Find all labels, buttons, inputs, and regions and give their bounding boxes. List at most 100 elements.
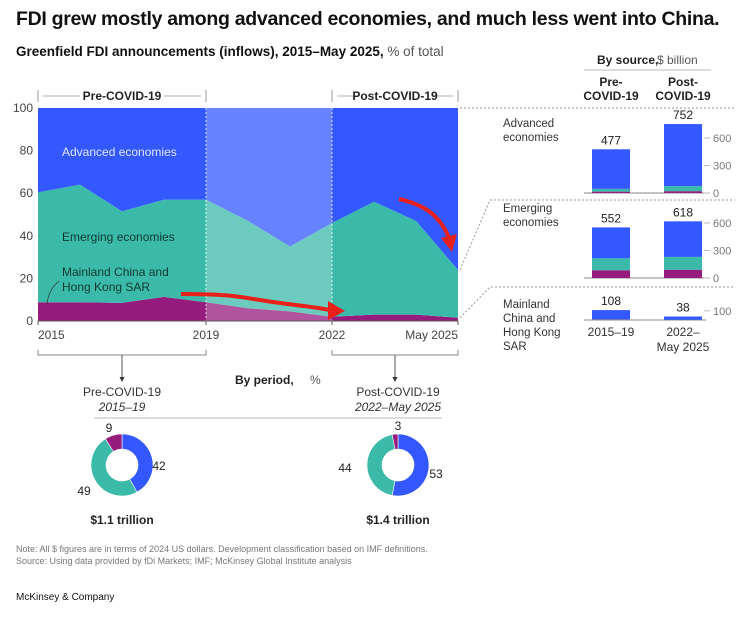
donut-slice-emerging [366, 434, 396, 496]
exhibit-title: FDI grew mostly among advanced economies… [16, 8, 720, 30]
x-tick-label: 2022 [319, 328, 346, 342]
period-label-pre: Pre-COVID-19 [83, 89, 162, 103]
area-emerging-economies [38, 184, 458, 318]
label-leader-line [46, 280, 60, 306]
bar-segment-emerging [664, 256, 702, 270]
donut-total: $1.4 trillion [366, 513, 429, 527]
bar-segment-emerging [592, 188, 630, 192]
bar-total-label: 38 [676, 301, 690, 315]
red-arrowhead [441, 234, 457, 252]
series-label-advanced: Advanced economies [62, 145, 177, 159]
bar-segment-china [664, 191, 702, 193]
x-tick-label: May 2025 [405, 328, 458, 342]
y-tick-label: 60 [20, 186, 34, 200]
donut-slice-china [104, 433, 123, 452]
donut-value-label: 9 [106, 421, 113, 435]
bar-x-label: 2022– [666, 325, 700, 339]
bar-segment-advanced [592, 227, 630, 259]
y-tick-label: 20 [20, 271, 34, 285]
bar-segment-emerging [664, 186, 702, 192]
bar-segment-china [592, 191, 630, 193]
period-label-post: Post-COVID-19 [352, 89, 438, 103]
donut-slice-emerging [90, 438, 138, 497]
donut-value-label: 49 [77, 484, 91, 498]
bar-segment-advanced [592, 149, 630, 189]
column-header: Pre- [599, 75, 622, 89]
bar-axis-label: 100 [713, 306, 731, 318]
bar-total-label: 618 [673, 205, 693, 219]
bar-segment-china [592, 270, 630, 278]
period-summary-bracket [331, 350, 459, 356]
covid-period-highlight [206, 108, 332, 321]
bar-segment-advanced [664, 124, 702, 187]
bar-axis-label: 300 [713, 161, 731, 173]
bar-row-label: Mainland [503, 299, 550, 311]
dotted-connector [459, 199, 735, 271]
bar-row-label: Hong Kong [503, 327, 561, 339]
column-header: Post- [668, 75, 698, 89]
by-source-title: By source, [597, 53, 658, 67]
by-period-title: By period, [235, 373, 294, 387]
donut-value-label: 3 [395, 419, 402, 433]
series-label-china: Mainland China and [62, 265, 169, 279]
subtitle-text: Greenfield FDI announcements (inflows), … [16, 44, 384, 59]
summary-arrowhead [392, 377, 398, 382]
bar-axis-label: 300 [713, 246, 731, 258]
bar-segment-advanced [592, 310, 630, 320]
x-tick-label: 2019 [193, 328, 220, 342]
bar-total-label: 552 [601, 211, 621, 225]
bar-axis-label: 600 [713, 133, 731, 145]
bar-x-label: 2015–19 [588, 325, 635, 339]
x-tick-label: 2015 [38, 328, 65, 342]
donut-value-label: 42 [152, 459, 166, 473]
donut-slice-advanced [391, 433, 430, 497]
bar-row-label: economies [503, 217, 559, 229]
bar-total-label: 108 [601, 294, 621, 308]
donut-value-label: 44 [338, 461, 352, 475]
bar-segment-advanced [664, 316, 702, 320]
red-arrowhead [328, 301, 345, 320]
by-period-unit: % [310, 373, 321, 387]
summary-arrowhead [119, 377, 125, 382]
chart-subtitle: Greenfield FDI announcements (inflows), … [16, 44, 444, 59]
bar-segment-emerging [592, 258, 630, 271]
area-advanced-economies [38, 108, 458, 270]
bar-row-label: Advanced [503, 118, 554, 130]
bar-segment-china [664, 269, 702, 278]
donut-period-range: 2015–19 [98, 400, 146, 414]
period-label-bg [353, 88, 437, 102]
y-tick-label: 100 [13, 101, 33, 115]
bar-total-label: 752 [673, 108, 693, 122]
source-text: Source: Using data provided by fDi Marke… [16, 556, 352, 566]
donut-period-name: Pre-COVID-19 [83, 385, 161, 399]
subtitle-unit: % of total [387, 44, 444, 59]
bar-row-label: Emerging [503, 203, 552, 215]
donut-total: $1.1 trillion [90, 513, 153, 527]
series-label-china: Hong Kong SAR [62, 280, 150, 294]
by-source-unit: $ billion [657, 53, 698, 67]
donut-period-name: Post-COVID-19 [356, 385, 440, 399]
series-label-emerging: Emerging economies [62, 230, 175, 244]
donut-value-label: 53 [429, 467, 443, 481]
bar-segment-advanced [664, 221, 702, 257]
red-annotation-arrow [398, 197, 452, 241]
red-annotation-arrow [180, 292, 331, 312]
y-tick-label: 40 [20, 229, 34, 243]
y-tick-label: 0 [26, 314, 33, 328]
area-mainland-china-and-hong-kong-sar [38, 296, 458, 321]
period-label-bg [80, 88, 164, 102]
bar-x-label: May 2025 [657, 340, 710, 354]
period-summary-bracket [37, 350, 207, 356]
donut-slice-advanced [121, 433, 154, 493]
bar-axis-label: 0 [713, 188, 719, 200]
bar-row-label: SAR [503, 341, 527, 353]
bar-row-label: economies [503, 132, 559, 144]
column-header: COVID-19 [655, 89, 711, 103]
bar-row-label: China and [503, 313, 555, 325]
donut-period-range: 2022–May 2025 [354, 400, 441, 414]
bar-axis-label: 600 [713, 218, 731, 230]
column-header: COVID-19 [583, 89, 639, 103]
brand-logo-text: McKinsey & Company [16, 592, 115, 603]
